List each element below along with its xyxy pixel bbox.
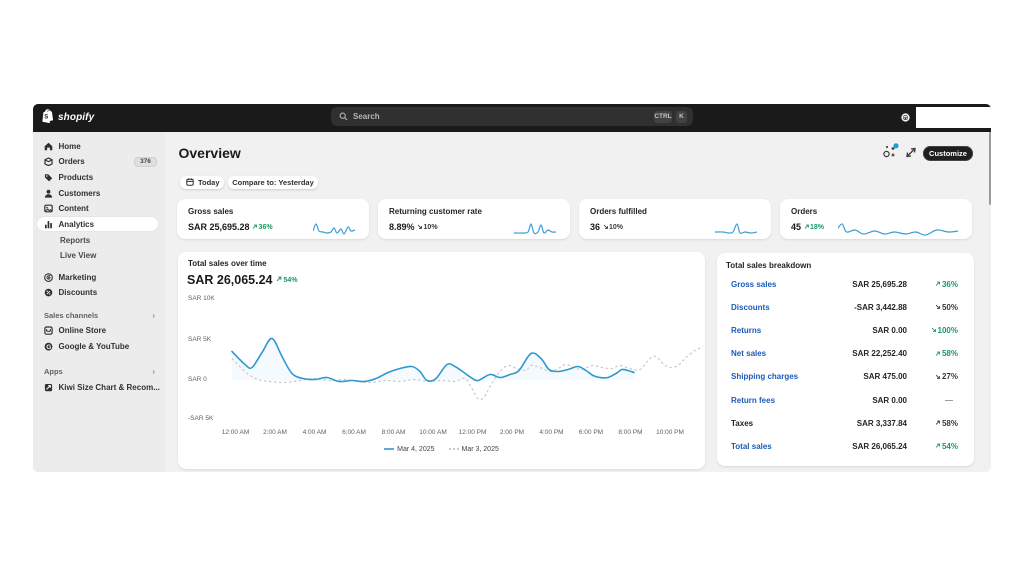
svg-text:S: S <box>44 115 48 121</box>
svg-text:G: G <box>46 344 51 351</box>
